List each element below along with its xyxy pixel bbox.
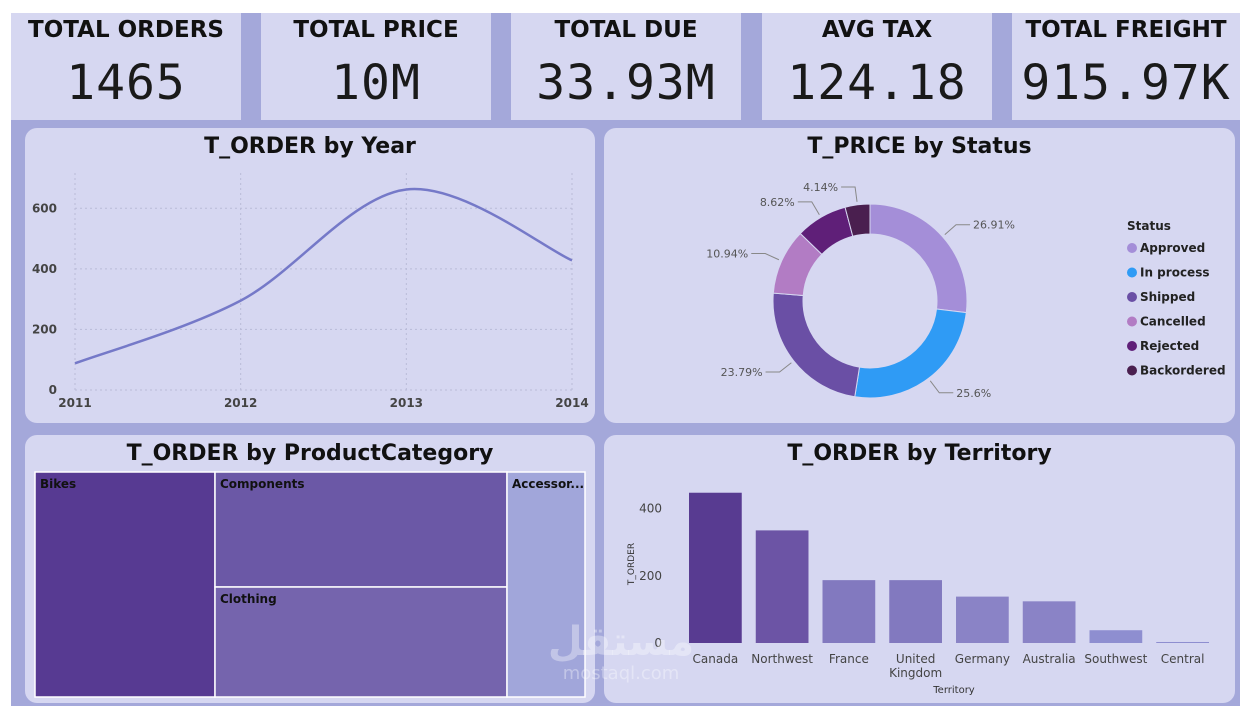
data-label: 4.14% [803, 181, 838, 194]
legend-marker [1127, 316, 1137, 327]
legend-entry: Backordered [1140, 364, 1226, 378]
donut-chart: 26.91% 25.6% 23.79% 10.94% 8.62% 4.14% Status A… [706, 181, 1226, 400]
treemap-label: Accessor... [512, 477, 584, 491]
data-label: 26.91% [973, 219, 1015, 232]
kpi-value: 124.18 [787, 55, 967, 111]
y-axis-label: T_ORDER [627, 543, 637, 586]
treemap-label: Components [220, 477, 305, 491]
bar [755, 530, 809, 643]
y-tick-label: 200 [639, 569, 662, 583]
data-label: 10.94% [706, 248, 748, 261]
x-tick-label: Canada [693, 652, 739, 666]
legend-entry: In process [1140, 266, 1209, 280]
kpi-card-total-due[interactable]: TOTAL DUE 33.93M [511, 13, 741, 120]
chart-title: T_ORDER by Year [204, 134, 416, 159]
line-chart-panel[interactable]: T_ORDER by Year 2011 2012 2013 2014 0 200 400 6… [25, 128, 595, 423]
kpi-card-total-price[interactable]: TOTAL PRICE 10M [261, 13, 491, 120]
donut-slice [854, 308, 967, 399]
kpi-value: 10M [331, 55, 421, 111]
treemap-label: Bikes [40, 477, 76, 491]
leader-line [765, 362, 792, 373]
line-chart: 2011 2012 2013 2014 0 200 400 600 [32, 173, 589, 410]
x-tick-label: 2014 [555, 396, 588, 410]
legend-entry: Cancelled [1140, 315, 1206, 329]
legend-marker [1127, 292, 1137, 302]
x-tick-label: Australia [1023, 652, 1076, 666]
legend-marker [1127, 267, 1137, 278]
leader-line [944, 224, 971, 236]
leader-line [797, 201, 820, 216]
x-tick-label: United [896, 652, 935, 666]
treemap-chart: Bikes Components Clothing Accessor... [34, 471, 586, 698]
data-label: 8.62% [760, 196, 795, 209]
kpi-label: TOTAL FREIGHT [1025, 17, 1227, 43]
x-tick-label: Kingdom [889, 666, 942, 680]
x-axis-label: Territory [932, 685, 975, 696]
donut-chart-panel[interactable]: T_PRICE by Status 26.91% 25.6% 23.79% 10.94… [604, 128, 1235, 423]
donut-slice [772, 292, 861, 398]
treemap-tile [214, 586, 508, 698]
treemap-label: Clothing [220, 592, 277, 606]
dashboard: TOTAL ORDERS 1465 TOTAL PRICE 10M TOTAL … [11, 13, 1240, 706]
leader-line [751, 253, 780, 261]
y-tick-label: 200 [32, 322, 57, 336]
x-tick-label: Southwest [1084, 652, 1147, 666]
x-tick-label: Central [1161, 652, 1205, 666]
data-label: 25.6% [956, 387, 991, 400]
x-tick-label: 2013 [390, 396, 423, 410]
bar [689, 492, 742, 643]
chart-title: T_ORDER by ProductCategory [126, 441, 494, 466]
x-tick-label: 2011 [58, 396, 91, 410]
kpi-value: 33.93M [536, 55, 716, 111]
bar [1089, 630, 1143, 643]
y-tick-label: 400 [639, 502, 662, 516]
kpi-label: TOTAL PRICE [293, 17, 459, 43]
legend-entry: Shipped [1140, 290, 1195, 304]
y-tick-label: 600 [32, 201, 57, 215]
treemap-tile [506, 471, 586, 698]
legend-marker [1127, 341, 1137, 351]
bar [956, 596, 1009, 643]
x-tick-label: Germany [955, 652, 1010, 666]
bar [1022, 601, 1076, 643]
kpi-label: TOTAL DUE [554, 17, 698, 43]
treemap-panel[interactable]: T_ORDER by ProductCategory Bikes Componen… [25, 435, 595, 703]
treemap-tile [34, 471, 216, 698]
bar-chart-panel[interactable]: T_ORDER by Territory 0 200 400 T_ORDER Canad… [604, 435, 1235, 703]
legend-marker [1127, 365, 1137, 376]
kpi-value: 915.97K [1021, 55, 1231, 111]
bar [822, 580, 876, 643]
legend-title: Status [1127, 219, 1171, 233]
data-label: 23.79% [721, 366, 763, 379]
bar [889, 580, 942, 643]
kpi-card-total-orders[interactable]: TOTAL ORDERS 1465 [11, 13, 241, 120]
bar-chart: 0 200 400 T_ORDER Canada Northwest France Unite… [627, 492, 1209, 696]
kpi-label: TOTAL ORDERS [28, 17, 224, 43]
donut-slice [844, 203, 871, 237]
donut-slice [869, 203, 968, 314]
legend-entry: Approved [1140, 241, 1205, 255]
kpi-label: AVG TAX [821, 17, 933, 43]
kpi-value: 1465 [66, 55, 186, 111]
legend-entry: Rejected [1140, 339, 1199, 353]
bar [1156, 641, 1209, 643]
x-tick-label: 2012 [224, 396, 257, 410]
x-tick-label: France [829, 652, 869, 666]
y-tick-label: 0 [654, 636, 662, 650]
kpi-card-total-freight[interactable]: TOTAL FREIGHT 915.97K [1012, 13, 1240, 120]
chart-title: T_ORDER by Territory [787, 441, 1052, 466]
legend-marker [1127, 243, 1137, 253]
leader-line [929, 380, 954, 394]
x-tick-label: Northwest [751, 652, 813, 666]
leader-line [841, 186, 858, 202]
y-tick-label: 0 [49, 383, 57, 397]
kpi-card-avg-tax[interactable]: AVG TAX 124.18 [762, 13, 992, 120]
y-tick-label: 400 [32, 262, 57, 276]
chart-title: T_PRICE by Status [807, 134, 1032, 159]
series-line [74, 187, 573, 365]
